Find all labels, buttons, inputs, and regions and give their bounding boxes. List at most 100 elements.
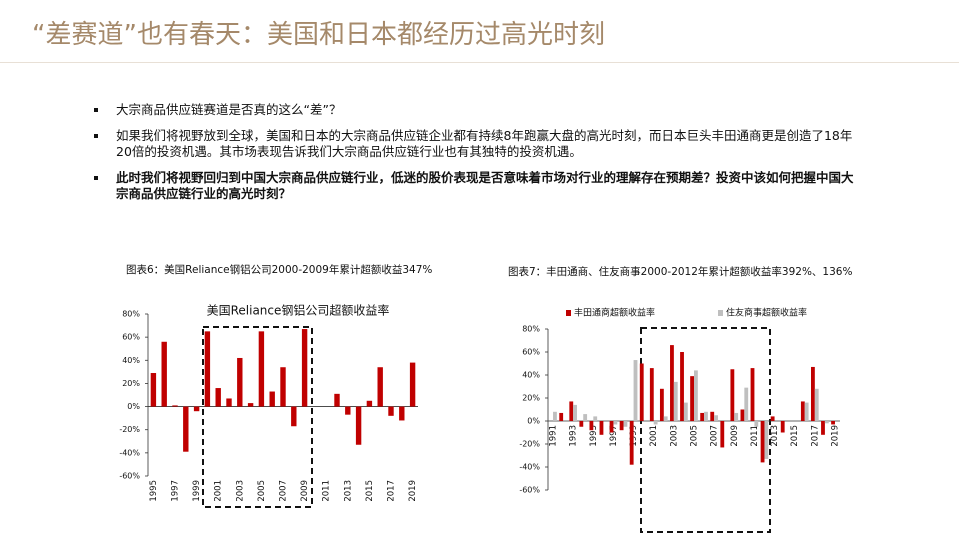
legend-swatch <box>566 310 571 316</box>
y-tick-label: -60% <box>519 486 540 495</box>
bar <box>579 421 584 427</box>
x-tick-label: 1995 <box>149 480 159 502</box>
bar <box>589 421 594 431</box>
bar <box>683 402 688 421</box>
bar <box>694 370 698 421</box>
highlight-box <box>202 326 313 508</box>
y-tick-label: 60% <box>522 348 540 357</box>
bar <box>814 388 819 421</box>
x-tick-label: 1997 <box>171 480 181 502</box>
x-tick-label: 2019 <box>408 480 418 502</box>
bar <box>613 421 618 425</box>
bar <box>226 398 232 407</box>
bar <box>704 411 708 421</box>
x-tick-label: 2003 <box>669 425 679 447</box>
x-tick-label: 2015 <box>365 480 375 502</box>
bar <box>280 367 286 407</box>
bar <box>760 421 765 463</box>
bar <box>609 421 614 433</box>
x-tick-label: 2017 <box>387 480 397 502</box>
y-tick-label: -40% <box>119 448 140 457</box>
bar <box>649 368 654 421</box>
bar <box>599 421 604 435</box>
bar <box>740 409 745 421</box>
y-tick-label: 60% <box>122 333 140 342</box>
bar <box>355 406 362 445</box>
bar <box>673 381 678 421</box>
x-tick-label: 2005 <box>690 425 700 447</box>
bar <box>204 331 211 407</box>
bar <box>237 357 243 407</box>
bar <box>301 329 308 407</box>
bar <box>593 416 598 421</box>
bar <box>161 341 167 407</box>
bar <box>619 421 624 431</box>
bar <box>172 405 178 407</box>
bar <box>690 376 694 421</box>
chart-caption: 图表7：丰田通商、住友商事2000-2012年累计超额收益率392%、136% <box>508 265 852 278</box>
bar <box>710 411 715 421</box>
bar <box>734 412 739 421</box>
x-tick-label: 1999 <box>629 425 639 447</box>
bar <box>291 406 297 427</box>
bar <box>680 352 684 421</box>
x-tick-label: 2007 <box>710 425 720 447</box>
y-tick-label: 80% <box>522 325 540 334</box>
bar <box>700 412 705 421</box>
y-tick-label: -60% <box>119 472 140 481</box>
bar <box>780 421 785 433</box>
x-tick-label: 2015 <box>790 425 800 447</box>
bar <box>811 366 815 421</box>
y-tick-label: 0% <box>527 417 540 426</box>
y-tick-label: -20% <box>519 440 540 449</box>
bar <box>573 404 577 421</box>
chart-title: 美国Reliance钢铝公司超额收益率 <box>207 303 390 318</box>
bar <box>183 406 189 452</box>
y-tick-label: 80% <box>122 310 140 319</box>
x-tick-label: 2005 <box>257 480 267 502</box>
x-tick-label: 1999 <box>192 480 202 502</box>
bar <box>399 406 405 421</box>
y-tick-label: 20% <box>522 394 540 403</box>
bar <box>714 415 718 421</box>
x-tick-label: 2011 <box>322 480 332 502</box>
bar <box>670 345 674 421</box>
legend-swatch <box>718 310 723 316</box>
x-tick-label: 1995 <box>589 425 599 447</box>
bullet: 此时我们将视野回归到中国大宗商品供应链行业，低迷的股价表现是否意味着市场对行业的… <box>92 170 862 202</box>
y-tick-label: 0% <box>127 402 140 411</box>
bullet-list: 大宗商品供应链赛道是否真的这么“差”？ 如果我们将视野放到全球，美国和日本的大宗… <box>92 102 862 212</box>
x-tick-label: 2017 <box>810 425 820 447</box>
title-rule <box>0 62 959 63</box>
bar <box>653 421 658 425</box>
y-tick-label: -20% <box>119 425 140 434</box>
bar <box>366 400 373 407</box>
x-tick-label: 1993 <box>569 425 579 447</box>
bar <box>770 416 775 421</box>
x-tick-label: 1997 <box>609 425 619 447</box>
bullet: 大宗商品供应链赛道是否真的这么“差”？ <box>92 102 862 118</box>
x-tick-label: 2001 <box>649 425 659 447</box>
bar <box>720 421 725 448</box>
bar <box>744 387 749 421</box>
bar <box>334 393 340 407</box>
highlight-box <box>640 327 771 533</box>
x-tick-label: 2013 <box>770 425 780 447</box>
bar <box>553 411 557 421</box>
bar <box>639 363 644 421</box>
y-tick-label: -40% <box>519 463 540 472</box>
x-tick-label: 2011 <box>750 425 760 447</box>
bar <box>258 331 265 407</box>
bar <box>377 367 383 407</box>
bar <box>150 373 157 407</box>
y-tick-label: 40% <box>122 356 140 365</box>
x-tick-label: 2001 <box>214 480 224 502</box>
x-tick-label: 1991 <box>549 425 559 447</box>
bar <box>821 421 825 435</box>
bar <box>831 421 835 425</box>
bar <box>764 421 769 459</box>
bar <box>633 360 638 421</box>
bar <box>269 391 275 407</box>
